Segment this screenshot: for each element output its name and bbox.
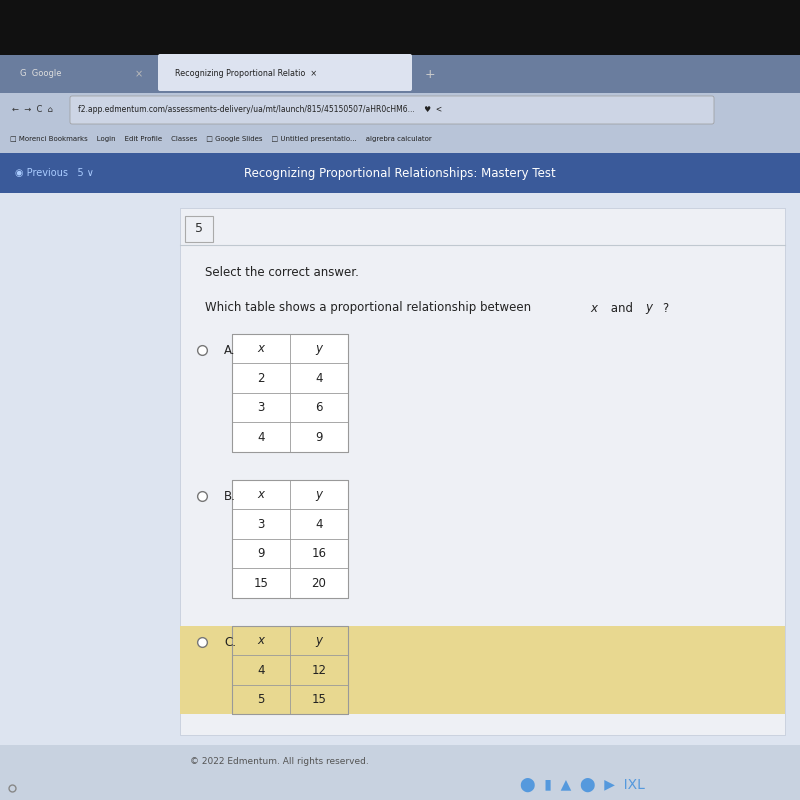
Bar	[232, 334, 348, 452]
Text: □ Morenci Bookmarks    Login    Edit Profile    Classes    □ Google Slides    □ : □ Morenci Bookmarks Login Edit Profile C…	[10, 137, 432, 142]
Text: 12: 12	[311, 663, 326, 677]
Text: x: x	[258, 342, 265, 355]
Bar	[232, 480, 348, 598]
Text: 6: 6	[315, 401, 322, 414]
Text: 9: 9	[258, 547, 265, 560]
Text: B.: B.	[224, 490, 236, 502]
Text: 3: 3	[258, 518, 265, 530]
Text: 20: 20	[311, 577, 326, 590]
Text: 5: 5	[258, 693, 265, 706]
Text: 5: 5	[195, 222, 203, 235]
Text: x: x	[258, 634, 265, 647]
Text: C.: C.	[224, 635, 236, 649]
Text: ←  →  C  ⌂: ← → C ⌂	[12, 105, 53, 114]
Text: Recognizing Proportional Relationships: Mastery Test: Recognizing Proportional Relationships: …	[244, 166, 556, 179]
Bar	[0, 153, 800, 193]
Text: Which table shows a proportional relationship between: Which table shows a proportional relatio…	[205, 302, 535, 314]
Text: G  Google: G Google	[20, 70, 62, 78]
Text: Select the correct answer.: Select the correct answer.	[205, 266, 359, 279]
Text: 15: 15	[311, 693, 326, 706]
Text: 3: 3	[258, 401, 265, 414]
Text: ⬤  ▮  ▲  ⬤  ▶  IXL: ⬤ ▮ ▲ ⬤ ▶ IXL	[520, 778, 645, 792]
Text: Recognizing Proportional Relatio  ×: Recognizing Proportional Relatio ×	[175, 70, 317, 78]
Text: x: x	[590, 302, 597, 314]
FancyBboxPatch shape	[70, 96, 714, 124]
Text: ×: ×	[135, 69, 143, 79]
Text: x: x	[258, 488, 265, 501]
Bar	[0, 0, 800, 55]
Text: ?: ?	[662, 302, 668, 314]
Text: 4: 4	[258, 663, 265, 677]
Text: A.: A.	[224, 343, 235, 357]
Text: +: +	[425, 67, 436, 81]
FancyBboxPatch shape	[180, 208, 785, 735]
FancyBboxPatch shape	[185, 216, 213, 242]
Text: © 2022 Edmentum. All rights reserved.: © 2022 Edmentum. All rights reserved.	[190, 758, 369, 766]
Bar	[232, 626, 348, 714]
Text: 2: 2	[258, 371, 265, 385]
Bar	[180, 626, 785, 714]
Text: 15: 15	[254, 577, 269, 590]
Text: 16: 16	[311, 547, 326, 560]
Bar	[0, 745, 800, 800]
FancyBboxPatch shape	[158, 54, 412, 91]
Text: and: and	[607, 302, 637, 314]
Bar	[0, 93, 800, 126]
Text: y: y	[315, 488, 322, 501]
Text: y: y	[315, 342, 322, 355]
Text: 4: 4	[315, 518, 322, 530]
Bar	[0, 55, 800, 93]
Text: 4: 4	[315, 371, 322, 385]
Bar	[0, 126, 800, 153]
Text: y: y	[315, 634, 322, 647]
Text: ◉ Previous   5 ∨: ◉ Previous 5 ∨	[15, 168, 94, 178]
Text: 9: 9	[315, 430, 322, 443]
Text: f2.app.edmentum.com/assessments-delivery/ua/mt/launch/815/45150507/aHR0cHM6...  : f2.app.edmentum.com/assessments-delivery…	[78, 105, 442, 114]
Text: 4: 4	[258, 430, 265, 443]
Text: y: y	[645, 302, 652, 314]
Bar	[0, 193, 800, 745]
